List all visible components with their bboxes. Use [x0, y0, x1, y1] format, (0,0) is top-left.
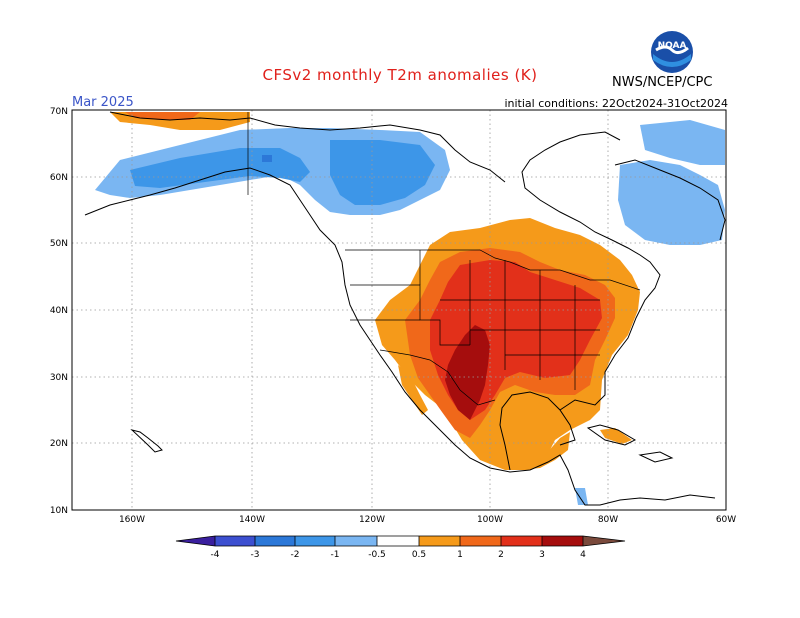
- colorbar-seg-pos5: [583, 536, 625, 546]
- lat-label-60n: 60N: [50, 173, 68, 183]
- lat-label-20n: 20N: [50, 439, 68, 449]
- lat-label-40n: 40N: [50, 306, 68, 316]
- colorbar-seg-pos2: [501, 536, 542, 546]
- lat-label-10n: 10N: [50, 506, 68, 516]
- colorbar-label-neg2: -2: [291, 550, 300, 560]
- longitude-labels: 160W 140W 120W 100W 80W 60W: [119, 515, 736, 525]
- coastlines: [84, 111, 726, 506]
- cold-anomaly-greenland: [618, 160, 725, 245]
- forecast-month: Mar 2025: [72, 95, 134, 110]
- colorbar-label-pos1: 1: [457, 550, 463, 560]
- colorbar-labels: -4 -3 -2 -1 -0.5 0.5 1 2 3 4: [211, 550, 587, 560]
- warm-anomaly-caribbean: [600, 428, 632, 444]
- lon-label-160w: 160W: [119, 515, 145, 525]
- colorbar-label-pos05: 0.5: [412, 550, 426, 560]
- lat-label-70n: 70N: [50, 107, 68, 117]
- colorbar-seg-pos1: [460, 536, 501, 546]
- colorbar-seg-pos05: [419, 536, 460, 546]
- warm-anomaly-mexico: [485, 430, 570, 470]
- colorbar-seg-neg4: [176, 536, 215, 546]
- colorbar-seg-neg2: [255, 536, 295, 546]
- political-borders: [247, 112, 641, 406]
- cold-anomaly-core: [262, 155, 272, 162]
- colorbar-label-neg05: -0.5: [368, 550, 386, 560]
- colorbar-label-neg3: -3: [251, 550, 260, 560]
- lon-label-80w: 80W: [598, 515, 618, 525]
- colorbar-seg-neg05: [335, 536, 377, 546]
- agency-label: NWS/NCEP/CPC: [612, 75, 713, 90]
- anomaly-shading: [95, 112, 725, 505]
- warm-anomaly-peak: [445, 325, 490, 420]
- lon-label-140w: 140W: [239, 515, 265, 525]
- warm-anomaly-baja: [398, 365, 428, 415]
- colorbar-label-neg1: -1: [331, 550, 340, 560]
- noaa-logo-icon: NOAA: [651, 31, 693, 73]
- colorbar-seg-zero: [377, 536, 419, 546]
- map-frame: [71, 109, 727, 511]
- cold-anomaly-canada: [330, 140, 435, 205]
- lon-label-60w: 60W: [716, 515, 736, 525]
- colorbar-label-pos4: 4: [580, 550, 586, 560]
- lon-label-120w: 120W: [359, 515, 385, 525]
- lat-label-30n: 30N: [50, 373, 68, 383]
- colorbar: [175, 535, 626, 547]
- lat-label-50n: 50N: [50, 239, 68, 249]
- logo-text: NOAA: [658, 41, 687, 51]
- latitude-labels: 70N 60N 50N 40N 30N 20N 10N: [50, 107, 68, 516]
- colorbar-seg-pos3: [542, 536, 583, 546]
- colorbar-label-neg4: -4: [211, 550, 220, 560]
- lon-label-100w: 100W: [477, 515, 503, 525]
- cold-anomaly-labrador: [640, 120, 725, 165]
- colorbar-seg-neg1: [295, 536, 335, 546]
- colorbar-label-pos2: 2: [498, 550, 504, 560]
- cold-anomaly-central-america: [575, 488, 588, 505]
- colorbar-label-pos3: 3: [539, 550, 545, 560]
- initial-conditions: initial conditions: 22Oct2024-31Oct2024: [504, 97, 728, 110]
- colorbar-seg-neg3: [215, 536, 255, 546]
- map-title: CFSv2 monthly T2m anomalies (K): [262, 66, 538, 84]
